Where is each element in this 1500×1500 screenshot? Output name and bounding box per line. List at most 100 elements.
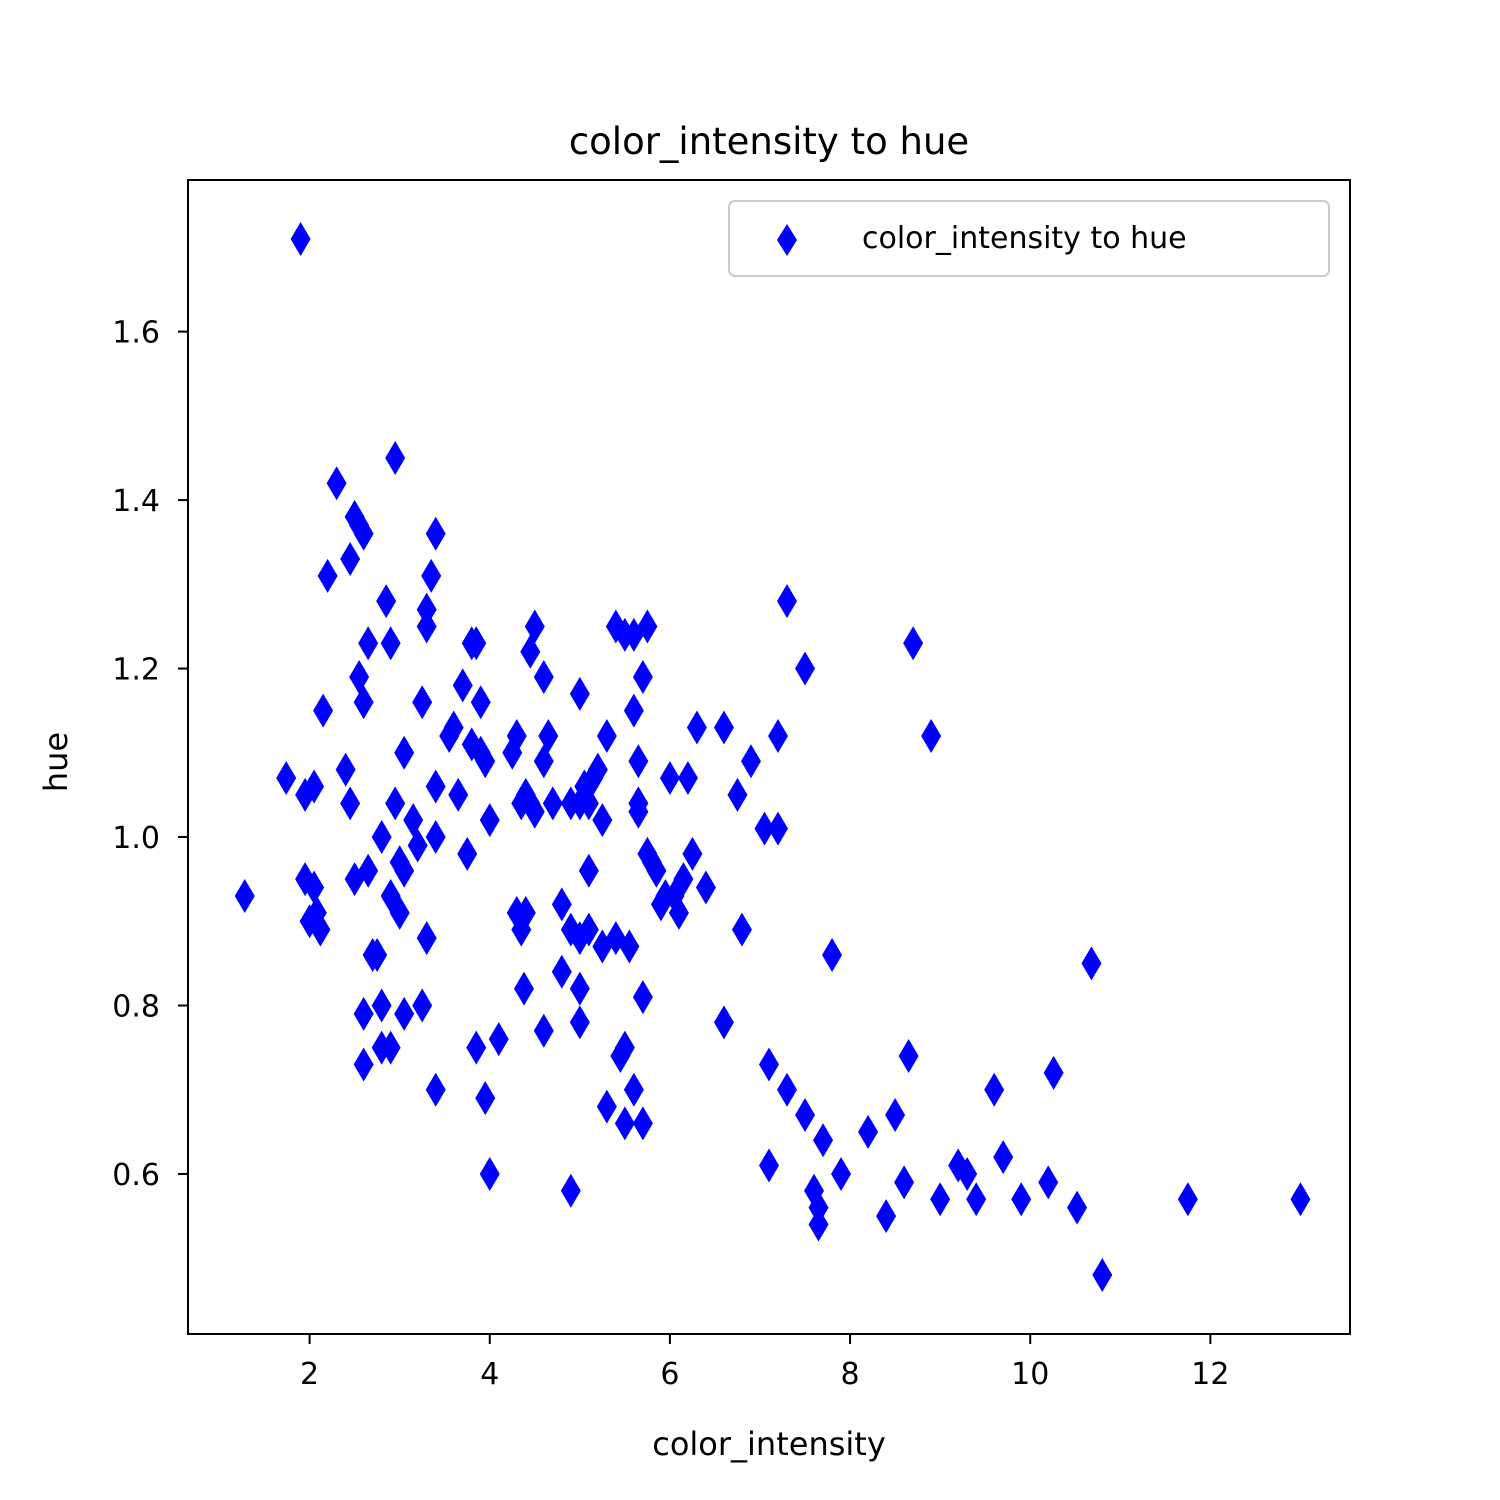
data-point: [596, 718, 617, 753]
data-point: [569, 971, 590, 1006]
data-point: [353, 996, 374, 1031]
data-point: [367, 937, 388, 972]
y-tick-label: 0.8: [112, 989, 160, 1024]
data-point: [885, 1097, 906, 1132]
data-point: [682, 836, 703, 871]
data-point: [385, 440, 406, 475]
data-point: [542, 786, 563, 821]
data-point: [466, 1030, 487, 1065]
data-point: [1067, 1190, 1088, 1225]
data-point: [1043, 1055, 1064, 1090]
data-point: [520, 634, 541, 669]
data-point: [488, 1022, 509, 1057]
data-point: [822, 937, 843, 972]
data-point: [1092, 1258, 1113, 1293]
data-point: [353, 685, 374, 720]
y-axis-ticks: 0.6 0.8 1.0 1.2 1.4 1.6: [112, 316, 188, 1193]
data-point: [358, 626, 379, 661]
data-point: [759, 1047, 779, 1082]
x-axis-label: color_intensity: [652, 1425, 886, 1463]
data-point: [358, 853, 379, 888]
data-point: [551, 887, 572, 922]
legend-diamond-marker: [777, 224, 797, 256]
legend[interactable]: color_intensity to hue: [728, 200, 1330, 277]
data-point: [335, 752, 356, 787]
data-point: [276, 761, 297, 796]
y-axis-label: hue: [37, 732, 75, 792]
data-point: [416, 609, 437, 644]
data-point: [1081, 946, 1102, 981]
data-point: [371, 988, 392, 1023]
data-point: [479, 803, 500, 838]
y-tick-label: 1.0: [112, 821, 160, 856]
x-tick-label: 12: [1191, 1357, 1229, 1392]
data-point: [1038, 1165, 1059, 1200]
data-point: [795, 1097, 816, 1132]
data-point: [695, 870, 716, 905]
data-point: [443, 710, 464, 745]
plot-frame: [187, 179, 1351, 1335]
data-point: [713, 1005, 734, 1040]
data-point: [524, 609, 545, 644]
data-point: [371, 820, 392, 855]
data-point: [578, 786, 599, 821]
data-point: [533, 659, 554, 694]
data-point: [506, 718, 527, 753]
data-point: [448, 777, 469, 812]
data-point: [340, 542, 361, 577]
data-point: [632, 659, 653, 694]
data-point: [637, 609, 658, 644]
data-point: [677, 761, 698, 796]
data-point: [628, 794, 649, 829]
data-point: [313, 693, 334, 728]
data-point: [858, 1114, 879, 1149]
data-point: [457, 836, 478, 871]
data-point: [304, 870, 325, 905]
data-point: [578, 853, 599, 888]
data-point: [349, 659, 370, 694]
data-point: [727, 777, 748, 812]
data-point: [452, 668, 473, 703]
data-point: [894, 1165, 915, 1200]
data-point: [777, 1072, 798, 1107]
data-point: [560, 1173, 581, 1208]
x-axis-ticks: 2 4 6 8 10 12: [300, 1334, 1229, 1392]
data-point: [623, 1072, 644, 1107]
data-point: [475, 744, 496, 779]
y-tick-label: 1.2: [112, 653, 160, 688]
x-tick-label: 2: [300, 1357, 319, 1392]
data-point: [425, 769, 446, 804]
data-point: [623, 693, 644, 728]
data-point: [1177, 1182, 1198, 1217]
data-point: [425, 516, 446, 551]
data-point: [614, 1030, 635, 1065]
legend-label: color_intensity to hue: [862, 221, 1187, 256]
data-point: [646, 853, 667, 888]
data-point: [903, 626, 924, 661]
data-point: [993, 1140, 1014, 1175]
data-point: [614, 1106, 635, 1141]
data-point: [876, 1199, 897, 1234]
data-point: [234, 878, 255, 913]
data-point: [628, 744, 649, 779]
data-point: [470, 685, 491, 720]
data-point: [777, 584, 798, 619]
data-point: [394, 853, 415, 888]
data-point: [768, 811, 789, 846]
data-point: [921, 718, 942, 753]
data-point: [515, 895, 536, 930]
data-point: [569, 1005, 590, 1040]
y-tick-label: 0.6: [112, 1158, 160, 1193]
data-point: [326, 466, 347, 501]
data-point: [673, 862, 694, 897]
data-point: [466, 626, 487, 661]
data-point: [731, 912, 752, 947]
data-point: [551, 954, 572, 989]
data-point: [808, 1207, 829, 1242]
x-tick-label: 8: [841, 1357, 860, 1392]
data-point: [759, 1148, 779, 1183]
data-point: [290, 221, 311, 256]
data-point: [795, 651, 816, 686]
data-point: [898, 1039, 919, 1074]
data-point: [353, 516, 374, 551]
